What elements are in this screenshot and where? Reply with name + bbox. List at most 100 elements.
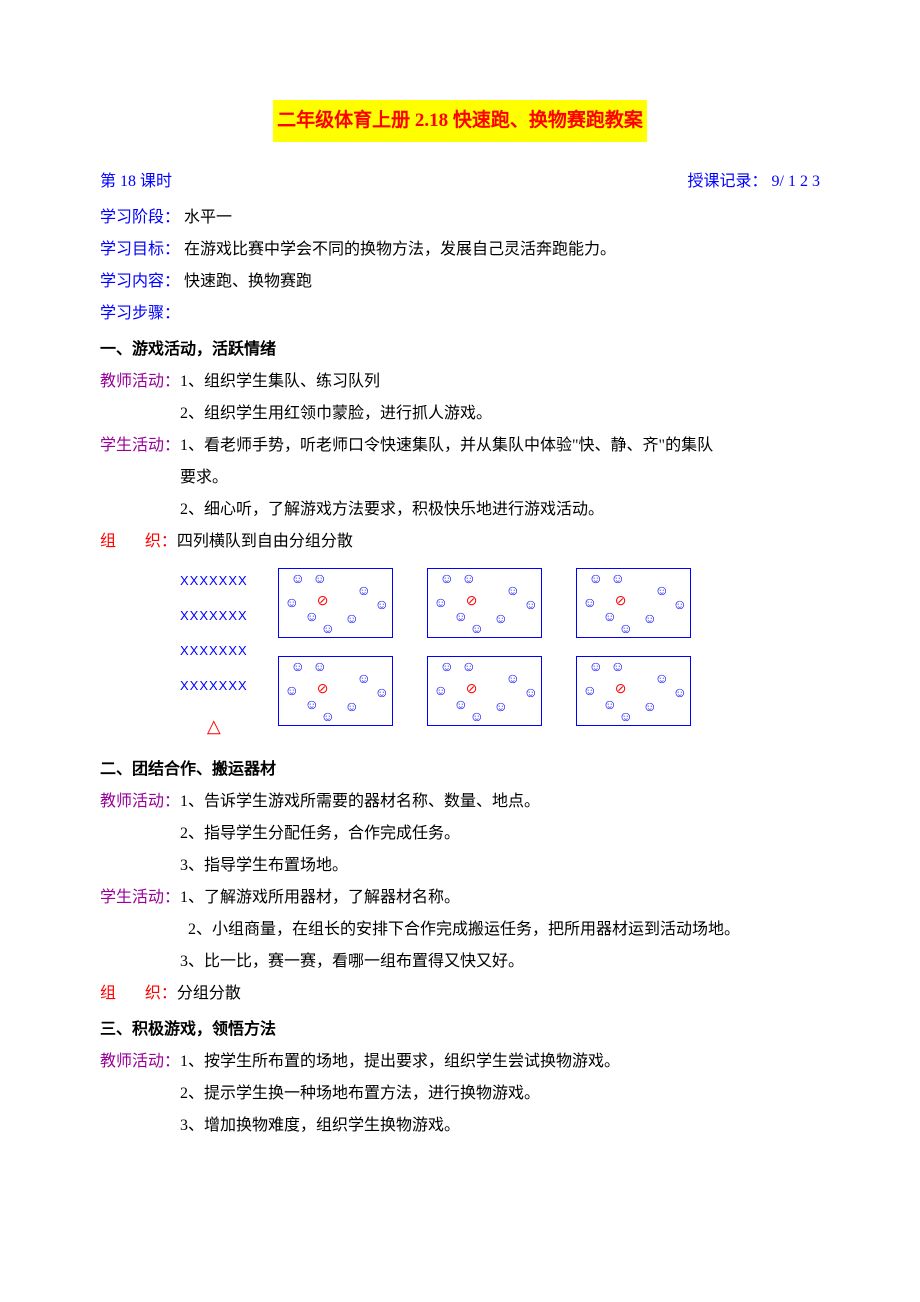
stop-icon: ⊘ [466,595,480,609]
smile-icon: ☺ [313,661,327,675]
smile-icon: ☺ [434,685,448,699]
smile-icon: ☺ [454,699,468,713]
org-2-line: 组织：分组分散 [100,978,820,1010]
smile-icon: ☺ [643,701,657,715]
goal-label: 学习目标： [100,241,180,258]
smile-icon: ☺ [305,611,319,625]
smile-icon: ☺ [619,711,633,725]
goal-line: 学习目标：在游戏比赛中学会不同的换物方法，发展自己灵活奔跑能力。 [100,234,820,266]
teacher-label: 教师活动： [100,793,180,810]
smile-icon: ☺ [305,699,319,713]
xrow: XXXXXXX [180,568,248,594]
smile-icon: ☺ [321,623,335,637]
goal-value: 在游戏比赛中学会不同的换物方法，发展自己灵活奔跑能力。 [184,241,616,258]
smile-icon: ☺ [603,699,617,713]
smile-icon: ☺ [524,687,538,701]
document-title: 二年级体育上册 2.18 快速跑、换物赛跑教案 [273,100,647,142]
formation-box: ☺☺☺☺☺☺☺☺⊘ [427,568,542,638]
smile-icon: ☺ [589,661,603,675]
content-line: 学习内容：快速跑、换物赛跑 [100,266,820,298]
s3-teacher-3: 3、增加换物难度，组织学生换物游戏。 [100,1110,820,1142]
s1-teacher-2: 2、组织学生用红领巾蒙脸，进行抓人游戏。 [100,398,820,430]
s2-teacher-line: 教师活动：1、告诉学生游戏所需要的器材名称、数量、地点。 [100,786,820,818]
stop-icon: ⊘ [615,683,629,697]
smile-icon: ☺ [524,599,538,613]
stop-icon: ⊘ [615,595,629,609]
s2-student-line: 学生活动：1、了解游戏所用器材，了解器材名称。 [100,882,820,914]
s1-teacher-1: 1、组织学生集队、练习队列 [180,373,380,390]
teacher-label: 教师活动： [100,373,180,390]
stage-value: 水平一 [184,209,232,226]
smile-icon: ☺ [583,597,597,611]
s1-student-2: 2、细心听，了解游戏方法要求，积极快乐地进行游戏活动。 [100,494,820,526]
smile-icon: ☺ [285,597,299,611]
smile-icon: ☺ [506,673,520,687]
smile-icon: ☺ [440,573,454,587]
org-2-value: 分组分散 [177,985,241,1002]
stop-icon: ⊘ [466,683,480,697]
s1-student-line: 学生活动：1、看老师手势，听老师口令快速集队，并从集队中体验"快、静、齐"的集队 [100,430,820,462]
lesson-meta: 第 18 课时 授课记录： 9/ 1 2 3 [100,166,820,198]
smile-icon: ☺ [357,673,371,687]
smile-icon: ☺ [589,573,603,587]
smile-icon: ☺ [285,685,299,699]
stage-line: 学习阶段：水平一 [100,202,820,234]
smile-icon: ☺ [434,597,448,611]
smile-icon: ☺ [321,711,335,725]
smile-icon: ☺ [494,613,508,627]
org-1-value: 四列横队到自由分组分散 [177,533,353,550]
smile-icon: ☺ [462,573,476,587]
smile-icon: ☺ [494,701,508,715]
triangle-icon: △ [207,708,221,744]
stop-icon: ⊘ [317,683,331,697]
record-info: 授课记录： 9/ 1 2 3 [688,166,820,198]
formation-grid: ☺☺☺☺☺☺☺☺⊘☺☺☺☺☺☺☺☺⊘☺☺☺☺☺☺☺☺⊘☺☺☺☺☺☺☺☺⊘☺☺☺☺… [278,568,691,726]
s2-student-2: 2、小组商量，在组长的安排下合作完成搬运任务，把所用器材运到活动场地。 [100,914,820,946]
smile-icon: ☺ [345,613,359,627]
xrow: XXXXXXX [180,638,248,664]
xrow: XXXXXXX [180,673,248,699]
smile-icon: ☺ [673,599,687,613]
s2-student-3: 3、比一比，赛一赛，看哪一组布置得又快又好。 [100,946,820,978]
section-2-heading: 二、团结合作、搬运器材 [100,754,820,786]
stop-icon: ⊘ [317,595,331,609]
s3-teacher-1: 1、按学生所布置的场地，提出要求，组织学生尝试换物游戏。 [180,1053,620,1070]
s2-student-1: 1、了解游戏所用器材，了解器材名称。 [180,889,460,906]
smile-icon: ☺ [655,585,669,599]
smile-icon: ☺ [470,623,484,637]
formation-box: ☺☺☺☺☺☺☺☺⊘ [576,568,691,638]
smile-icon: ☺ [506,585,520,599]
smile-icon: ☺ [643,613,657,627]
smile-icon: ☺ [619,623,633,637]
steps-label: 学习步骤： [100,298,820,330]
smile-icon: ☺ [440,661,454,675]
org-label: 组织： [100,533,177,550]
content-value: 快速跑、换物赛跑 [184,273,312,290]
smile-icon: ☺ [375,687,389,701]
formation-left: XXXXXXX XXXXXXX XXXXXXX XXXXXXX △ [180,568,248,744]
smile-icon: ☺ [375,599,389,613]
xrow: XXXXXXX [180,603,248,629]
formation-box: ☺☺☺☺☺☺☺☺⊘ [576,656,691,726]
section-1-heading: 一、游戏活动，活跃情绪 [100,334,820,366]
formation-box: ☺☺☺☺☺☺☺☺⊘ [427,656,542,726]
content-label: 学习内容： [100,273,180,290]
s1-student-1: 1、看老师手势，听老师口令快速集队，并从集队中体验"快、静、齐"的集队 [180,437,713,454]
smile-icon: ☺ [291,573,305,587]
s1-student-1b: 要求。 [100,462,820,494]
smile-icon: ☺ [583,685,597,699]
s2-teacher-2: 2、指导学生分配任务，合作完成任务。 [100,818,820,850]
smile-icon: ☺ [655,673,669,687]
student-label: 学生活动： [100,437,180,454]
smile-icon: ☺ [673,687,687,701]
smile-icon: ☺ [454,611,468,625]
smile-icon: ☺ [603,611,617,625]
section-3-heading: 三、积极游戏，领悟方法 [100,1014,820,1046]
s3-teacher-2: 2、提示学生换一种场地布置方法，进行换物游戏。 [100,1078,820,1110]
s1-teacher-line: 教师活动：1、组织学生集队、练习队列 [100,366,820,398]
s3-teacher-line: 教师活动：1、按学生所布置的场地，提出要求，组织学生尝试换物游戏。 [100,1046,820,1078]
formation-box: ☺☺☺☺☺☺☺☺⊘ [278,656,393,726]
smile-icon: ☺ [291,661,305,675]
formation-diagram: XXXXXXX XXXXXXX XXXXXXX XXXXXXX △ ☺☺☺☺☺☺… [180,568,820,744]
stage-label: 学习阶段： [100,209,180,226]
